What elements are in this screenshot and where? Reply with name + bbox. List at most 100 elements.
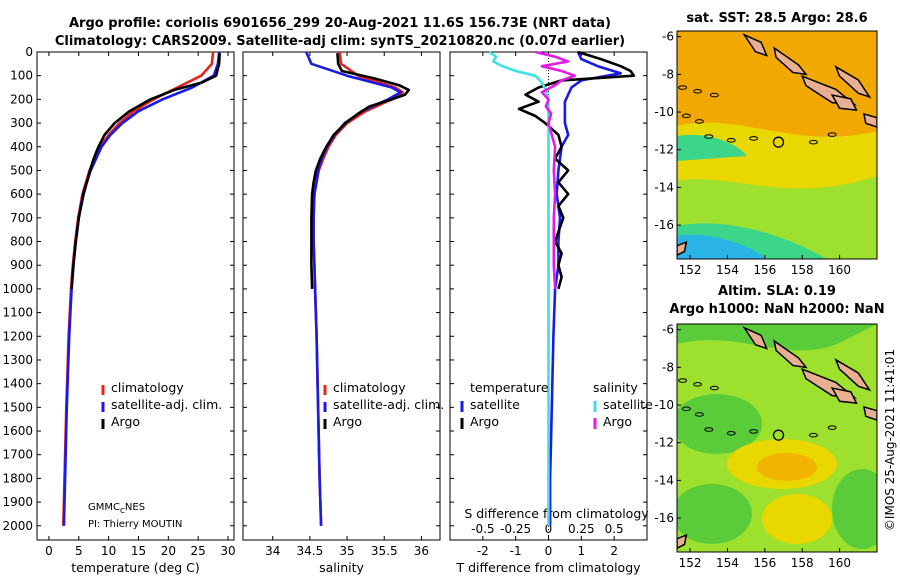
map-y-tick-label: -12 bbox=[654, 436, 674, 450]
reef-outline bbox=[808, 432, 818, 438]
reef-outline bbox=[678, 378, 688, 383]
map-y-tick-label: -10 bbox=[654, 398, 674, 412]
x-tick-label: 30 bbox=[220, 544, 235, 558]
map-x-tick-label: 158 bbox=[791, 263, 814, 277]
depth-tick-label: 600 bbox=[10, 187, 33, 201]
depth-tick-label: 500 bbox=[10, 163, 33, 177]
depth-tick-label: 1900 bbox=[2, 495, 33, 509]
panel-salinity: 34 34.5 35 35.5 36 salinity climatology satelli… bbox=[242, 51, 444, 575]
title-line-1: Argo profile: coriolis 6901656_299 20-Au… bbox=[69, 16, 611, 31]
x-tick-label: 1 bbox=[578, 544, 586, 558]
series-line-argo bbox=[310, 53, 411, 289]
reef-outline bbox=[693, 381, 703, 387]
reef-outline bbox=[827, 425, 837, 430]
sla-patch-yellow-2 bbox=[762, 494, 832, 544]
reef-outline bbox=[749, 429, 759, 434]
land-island bbox=[773, 46, 808, 76]
legend-label: climatology bbox=[111, 380, 184, 395]
map-y-tick-label: -6 bbox=[662, 30, 674, 44]
legend-label: Argo bbox=[333, 414, 362, 429]
x-tick-label-top: 0.25 bbox=[568, 522, 595, 536]
legend-label: satellite bbox=[603, 397, 653, 412]
agency-sub: C bbox=[120, 507, 125, 515]
legend-label: satellite-adj. clim. bbox=[111, 397, 222, 412]
x-tick-label: 25 bbox=[191, 544, 206, 558]
reef-outline bbox=[827, 132, 837, 137]
legend-label: Argo bbox=[470, 414, 499, 429]
land-island bbox=[742, 326, 769, 350]
depth-tick-label: 1400 bbox=[2, 377, 33, 391]
land-island bbox=[830, 94, 858, 112]
series-line-s-argo bbox=[535, 50, 577, 289]
depth-tick-label: 1700 bbox=[2, 448, 33, 462]
legend-label: satellite bbox=[470, 397, 520, 412]
sla-patch-green-2 bbox=[677, 484, 752, 544]
reef-outline bbox=[749, 136, 759, 141]
series-line-argo bbox=[70, 53, 221, 289]
map-x-tick-label: 160 bbox=[828, 556, 851, 570]
legend-header-temperature: temperature bbox=[470, 380, 549, 395]
x-axis-label: T difference from climatology bbox=[455, 560, 641, 575]
x-tick-label: 2 bbox=[610, 544, 618, 558]
profile-panels: 0100200300400500600700800900100011001200… bbox=[2, 45, 653, 575]
depth-tick-label: 200 bbox=[10, 92, 33, 106]
depth-tick-label: 1000 bbox=[2, 282, 33, 296]
map-y-tick-label: -12 bbox=[654, 143, 674, 157]
x-tick-label-top: 0 bbox=[545, 522, 553, 536]
land-island bbox=[834, 65, 872, 99]
land-island bbox=[862, 405, 877, 421]
map-field bbox=[677, 31, 877, 259]
map-panels: 152 154 156 158 160 -6 -8 -10 -12 -14 -16 sat. SST:… bbox=[654, 11, 884, 570]
reef-outline bbox=[726, 430, 736, 436]
x-tick-label: 36 bbox=[414, 544, 429, 558]
depth-tick-label: 900 bbox=[10, 258, 33, 272]
depth-tick-label: 1200 bbox=[2, 329, 33, 343]
depth-tick-label: 1500 bbox=[2, 400, 33, 414]
map-x-tick-label: 152 bbox=[679, 263, 702, 277]
reef-outline bbox=[693, 88, 703, 94]
x-tick-label: 0 bbox=[545, 544, 553, 558]
sla-band-green bbox=[677, 324, 877, 351]
map-x-tick-label: 156 bbox=[753, 556, 776, 570]
x-tick-label: 0 bbox=[45, 544, 53, 558]
panel-temperature: 0100200300400500600700800900100011001200… bbox=[2, 45, 235, 575]
agency-text: GMMCCNES bbox=[88, 502, 145, 515]
depth-tick-label: 300 bbox=[10, 116, 33, 130]
panel-frame bbox=[242, 51, 441, 541]
x-tick-label-top: -0.25 bbox=[500, 522, 531, 536]
sla-patch-green bbox=[677, 394, 762, 454]
depth-tick-label: 100 bbox=[10, 69, 33, 83]
map-title-line-2: Argo h1000: NaN h2000: NaN bbox=[669, 302, 884, 317]
land-island bbox=[677, 240, 688, 257]
land-island bbox=[862, 112, 877, 128]
map-y-tick-label: -6 bbox=[662, 323, 674, 337]
map-x-tick-label: 156 bbox=[753, 263, 776, 277]
map-title-line-1: Altim. SLA: 0.19 bbox=[718, 284, 836, 299]
land-island bbox=[773, 339, 808, 369]
map-x-tick-label: 158 bbox=[791, 556, 814, 570]
x-tick-label: 34 bbox=[265, 544, 280, 558]
depth-tick-label: 800 bbox=[10, 235, 33, 249]
reef-outline bbox=[678, 85, 688, 90]
land-island bbox=[742, 33, 769, 57]
legend-label: Argo bbox=[111, 414, 140, 429]
x-tick-label-top: -0.5 bbox=[471, 522, 494, 536]
reef-outline bbox=[704, 427, 714, 432]
map-y-tick-label: -16 bbox=[654, 218, 674, 232]
reef-outline bbox=[808, 139, 818, 145]
map-y-tick-label: -10 bbox=[654, 105, 674, 119]
legend-header-salinity: salinity bbox=[593, 380, 638, 395]
title-line-2: Climatology: CARS2009. Satellite-adj cli… bbox=[55, 34, 625, 49]
reef-outline bbox=[694, 412, 704, 417]
map-x-tick-label: 160 bbox=[828, 263, 851, 277]
x-tick-label-top: 0.5 bbox=[605, 522, 624, 536]
map-frame bbox=[676, 323, 878, 553]
x-tick-label: 35.5 bbox=[371, 544, 398, 558]
depth-tick-label: 2000 bbox=[2, 519, 33, 533]
series-line-satellite-adj-clim- bbox=[305, 51, 402, 526]
pi-text: PI: Thierry MOUTIN bbox=[88, 519, 182, 530]
depth-tick-label: 0 bbox=[25, 45, 33, 59]
sla-map: 152 154 156 158 160 -6 -8 -10 -12 -14 -16 Altim. SL… bbox=[654, 284, 884, 570]
land-island bbox=[830, 387, 858, 405]
